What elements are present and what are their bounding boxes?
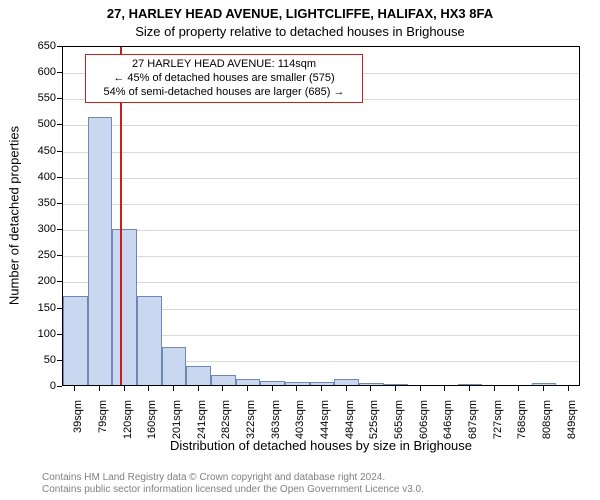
x-tick-mark: [543, 386, 544, 391]
y-tick-label: 400: [28, 171, 56, 183]
x-tick-mark: [173, 386, 174, 391]
histogram-bar: [88, 117, 113, 385]
x-tick-mark: [272, 386, 273, 391]
histogram-bar: [285, 382, 310, 385]
histogram-bar: [260, 381, 285, 385]
x-tick-mark: [444, 386, 445, 391]
y-tick-label: 200: [28, 275, 56, 287]
y-axis-label: Number of detached properties: [7, 46, 22, 386]
histogram-bar: [334, 379, 359, 385]
y-tick-label: 350: [28, 197, 56, 209]
x-tick-mark: [494, 386, 495, 391]
histogram-bar: [63, 296, 88, 385]
x-tick-mark: [124, 386, 125, 391]
x-tick-mark: [420, 386, 421, 391]
gridline: [63, 204, 579, 205]
x-tick-mark: [568, 386, 569, 391]
histogram-bar: [458, 384, 483, 385]
y-tick-label: 150: [28, 302, 56, 314]
y-tick-mark: [57, 177, 62, 178]
x-tick-mark: [518, 386, 519, 391]
footnote-line: Contains public sector information licen…: [42, 484, 424, 496]
annotation-box: 27 HARLEY HEAD AVENUE: 114sqm← 45% of de…: [85, 54, 363, 103]
histogram-bar: [532, 383, 557, 385]
histogram-bar: [137, 296, 162, 385]
histogram-bar: [236, 379, 261, 385]
x-tick-mark: [148, 386, 149, 391]
histogram-bar: [384, 384, 409, 385]
histogram-bar: [359, 383, 384, 385]
y-tick-label: 600: [28, 66, 56, 78]
y-tick-mark: [57, 46, 62, 47]
y-tick-mark: [57, 72, 62, 73]
annotation-line: 27 HARLEY HEAD AVENUE: 114sqm: [92, 58, 356, 72]
x-tick-mark: [222, 386, 223, 391]
x-tick-mark: [370, 386, 371, 391]
gridline: [63, 282, 579, 283]
gridline: [63, 125, 579, 126]
histogram-bar: [211, 375, 236, 385]
y-tick-label: 650: [28, 40, 56, 52]
gridline: [63, 178, 579, 179]
histogram-bar: [112, 229, 137, 385]
y-tick-mark: [57, 124, 62, 125]
histogram-bar: [310, 382, 335, 385]
x-tick-mark: [469, 386, 470, 391]
gridline: [63, 256, 579, 257]
y-tick-mark: [57, 255, 62, 256]
annotation-line: 54% of semi-detached houses are larger (…: [92, 86, 356, 100]
y-tick-mark: [57, 203, 62, 204]
histogram-bar: [186, 366, 211, 385]
x-tick-mark: [321, 386, 322, 391]
y-tick-mark: [57, 308, 62, 309]
x-tick-mark: [346, 386, 347, 391]
gridline: [63, 152, 579, 153]
x-tick-mark: [395, 386, 396, 391]
chart-title-line2: Size of property relative to detached ho…: [0, 24, 600, 39]
y-tick-label: 500: [28, 118, 56, 130]
y-tick-label: 450: [28, 145, 56, 157]
footnote: Contains HM Land Registry data © Crown c…: [42, 472, 424, 496]
y-tick-mark: [57, 334, 62, 335]
histogram-bar: [162, 347, 187, 385]
footnote-line: Contains HM Land Registry data © Crown c…: [42, 472, 424, 484]
x-axis-label: Distribution of detached houses by size …: [62, 438, 580, 453]
y-tick-mark: [57, 98, 62, 99]
annotation-line: ← 45% of detached houses are smaller (57…: [92, 72, 356, 86]
y-tick-label: 100: [28, 328, 56, 340]
y-tick-label: 0: [28, 380, 56, 392]
y-tick-label: 250: [28, 249, 56, 261]
x-tick-mark: [99, 386, 100, 391]
y-tick-label: 550: [28, 92, 56, 104]
y-tick-mark: [57, 386, 62, 387]
y-tick-mark: [57, 281, 62, 282]
y-tick-mark: [57, 229, 62, 230]
y-tick-label: 300: [28, 223, 56, 235]
x-tick-mark: [296, 386, 297, 391]
y-tick-mark: [57, 360, 62, 361]
y-tick-label: 50: [28, 354, 56, 366]
y-tick-mark: [57, 151, 62, 152]
chart-title-line1: 27, HARLEY HEAD AVENUE, LIGHTCLIFFE, HAL…: [0, 6, 600, 21]
x-tick-mark: [247, 386, 248, 391]
gridline: [63, 230, 579, 231]
x-tick-mark: [74, 386, 75, 391]
x-tick-mark: [198, 386, 199, 391]
